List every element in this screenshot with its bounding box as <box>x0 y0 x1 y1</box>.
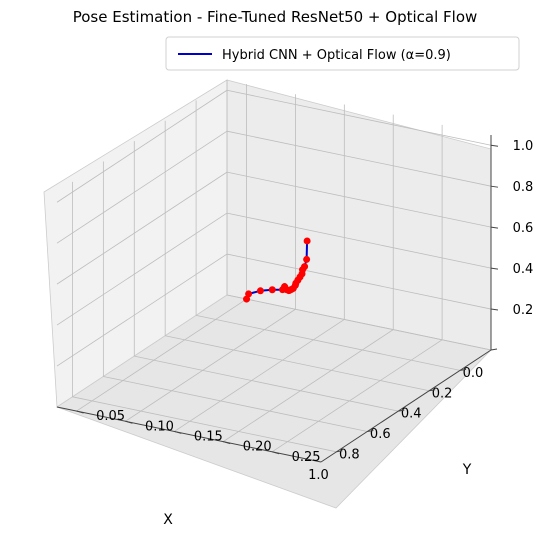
z-grid-left-4 <box>56 89 228 203</box>
legend-entry-label: Hybrid CNN + Optical Flow (α=0.9) <box>222 48 451 63</box>
y-grid-floor-0 <box>76 298 247 412</box>
y-tick-label-1: 0.10 <box>145 419 174 434</box>
y-tick-mark-3 <box>223 441 231 445</box>
data-point-3 <box>268 286 276 294</box>
y-grid-floor-3 <box>223 329 394 442</box>
x-tick-mark-5 <box>336 450 343 453</box>
z-grid-back-0 <box>226 253 492 310</box>
x-grid-floor-3 <box>134 355 399 412</box>
x-axis-edge <box>320 349 492 463</box>
grid-lines <box>56 80 492 453</box>
x-grid-floor-5 <box>72 396 337 453</box>
y-axis-label: Y <box>462 462 472 478</box>
data-point-18 <box>303 255 311 263</box>
z-tick-label-1: 0.4 <box>513 262 534 277</box>
z-tick-mark-0 <box>490 308 499 311</box>
y-grid-floor-2 <box>174 319 345 432</box>
y-tick-label-3: 0.20 <box>243 440 272 455</box>
z-tick-mark-3 <box>490 185 499 188</box>
y-tick-mark-1 <box>125 420 133 424</box>
x-grid-floor-0 <box>226 294 492 351</box>
y-tick-label-2: 0.15 <box>194 429 223 444</box>
series-layer <box>243 237 311 303</box>
y-tick-mark-0 <box>76 410 84 414</box>
x-grid-floor-1 <box>196 314 461 371</box>
z-tick-label-0: 0.2 <box>513 303 534 318</box>
y-tick-label-0: 0.05 <box>96 409 125 424</box>
x-tick-mark-0 <box>490 348 498 351</box>
x-tick-label-5: 1.0 <box>308 468 329 483</box>
legend: Hybrid CNN + Optical Flow (α=0.9) <box>165 36 520 71</box>
data-point-2 <box>256 287 264 295</box>
x-tick-label-3: 0.6 <box>370 427 391 442</box>
z-tick-mark-1 <box>490 267 499 270</box>
x-axis-label: X <box>163 512 173 528</box>
z-grid-left-2 <box>56 171 228 285</box>
z-grid-back-3 <box>226 130 492 187</box>
x-grid-floor-4 <box>103 376 368 432</box>
tick-labels: 0.0 0.2 0.4 0.6 0.8 1.0 0.05 0.10 0.15 0.20 0.25 0.… <box>76 139 534 483</box>
z-grid-left-3 <box>56 130 228 244</box>
z-tick-mark-4 <box>490 144 499 147</box>
z-grid-back-4 <box>226 89 492 146</box>
x-tick-label-0: 0.0 <box>463 366 484 381</box>
x-tick-mark-3 <box>398 409 405 412</box>
z-tick-mark-2 <box>490 226 499 229</box>
x-tick-label-4: 0.8 <box>339 447 360 462</box>
x-grid-floor-2 <box>165 335 430 392</box>
x-tick-label-2: 0.4 <box>401 407 422 422</box>
data-point-1 <box>245 290 253 298</box>
y-grid-floor-4 <box>271 339 443 453</box>
y-tick-label-4: 0.25 <box>292 450 321 465</box>
data-point-19 <box>303 237 311 245</box>
legend-box <box>165 36 520 71</box>
x-tick-mark-4 <box>367 429 374 432</box>
z-grid-back-1 <box>226 212 492 269</box>
z-grid-left-1 <box>56 212 228 326</box>
z-tick-label-3: 0.8 <box>513 180 534 195</box>
z-tick-label-2: 0.6 <box>513 221 534 236</box>
x-tick-mark-1 <box>460 368 467 371</box>
y-grid-floor-1 <box>125 308 296 422</box>
x-tick-label-1: 0.2 <box>432 386 453 401</box>
y-tick-mark-2 <box>174 430 182 434</box>
y-tick-mark-4 <box>271 451 280 455</box>
z-tick-label-4: 1.0 <box>513 139 534 154</box>
x-tick-mark-2 <box>429 389 436 392</box>
z-grid-back-2 <box>226 171 492 228</box>
data-point-17 <box>301 263 309 271</box>
z-grid-left-0 <box>56 253 228 367</box>
chart-title: Pose Estimation - Fine-Tuned ResNet50 + … <box>73 8 478 26</box>
